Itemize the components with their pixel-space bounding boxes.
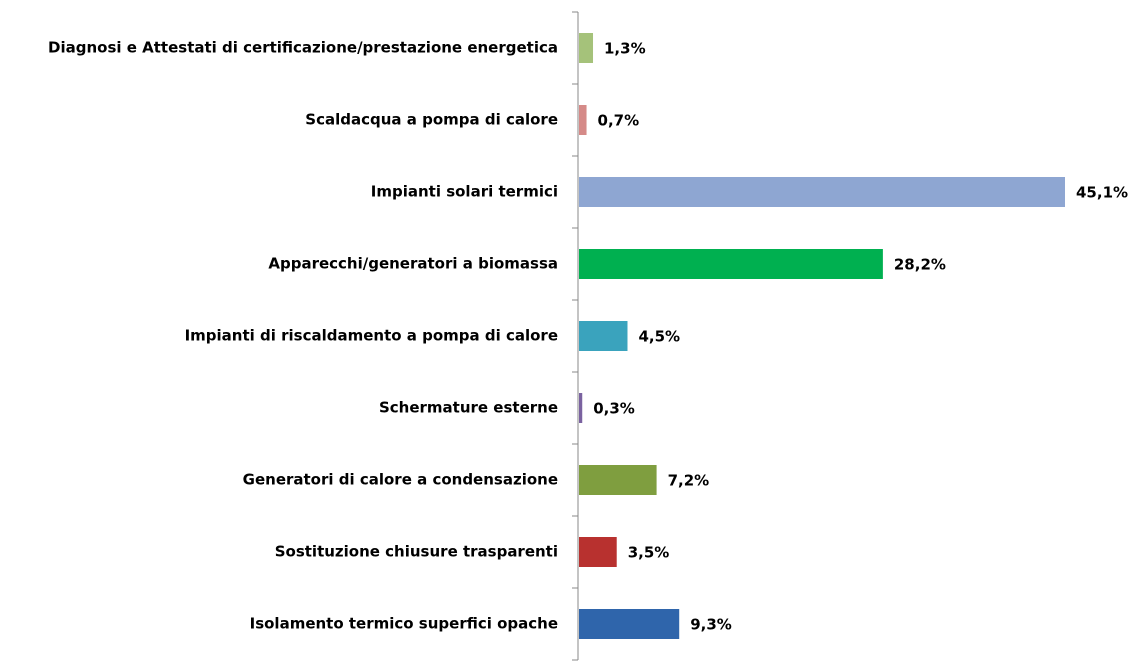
bar	[579, 465, 657, 495]
value-label: 1,3%	[604, 40, 646, 58]
category-label: Diagnosi e Attestati di certificazione/p…	[48, 39, 558, 57]
bar	[579, 33, 594, 63]
bar	[579, 177, 1065, 207]
value-label: 9,3%	[690, 616, 732, 634]
bar	[579, 249, 883, 279]
bar	[579, 537, 617, 567]
bar	[579, 609, 680, 639]
category-label: Isolamento termico superfici opache	[250, 615, 558, 633]
bar	[579, 321, 628, 351]
category-label: Apparecchi/generatori a biomassa	[268, 255, 558, 273]
category-label: Impianti solari termici	[371, 183, 558, 201]
value-label: 28,2%	[894, 256, 946, 274]
value-label: 7,2%	[668, 472, 710, 490]
value-label: 0,3%	[593, 400, 635, 418]
category-label: Generatori di calore a condensazione	[243, 471, 558, 489]
category-label: Impianti di riscaldamento a pompa di cal…	[185, 327, 558, 345]
bar	[579, 105, 587, 135]
value-label: 0,7%	[598, 112, 640, 130]
category-label: Schermature esterne	[379, 399, 558, 417]
category-label: Sostituzione chiusure trasparenti	[275, 543, 558, 561]
value-label: 3,5%	[628, 544, 670, 562]
category-label: Scaldacqua a pompa di calore	[305, 111, 558, 129]
value-label: 45,1%	[1076, 184, 1128, 202]
bar	[579, 393, 583, 423]
value-label: 4,5%	[638, 328, 680, 346]
